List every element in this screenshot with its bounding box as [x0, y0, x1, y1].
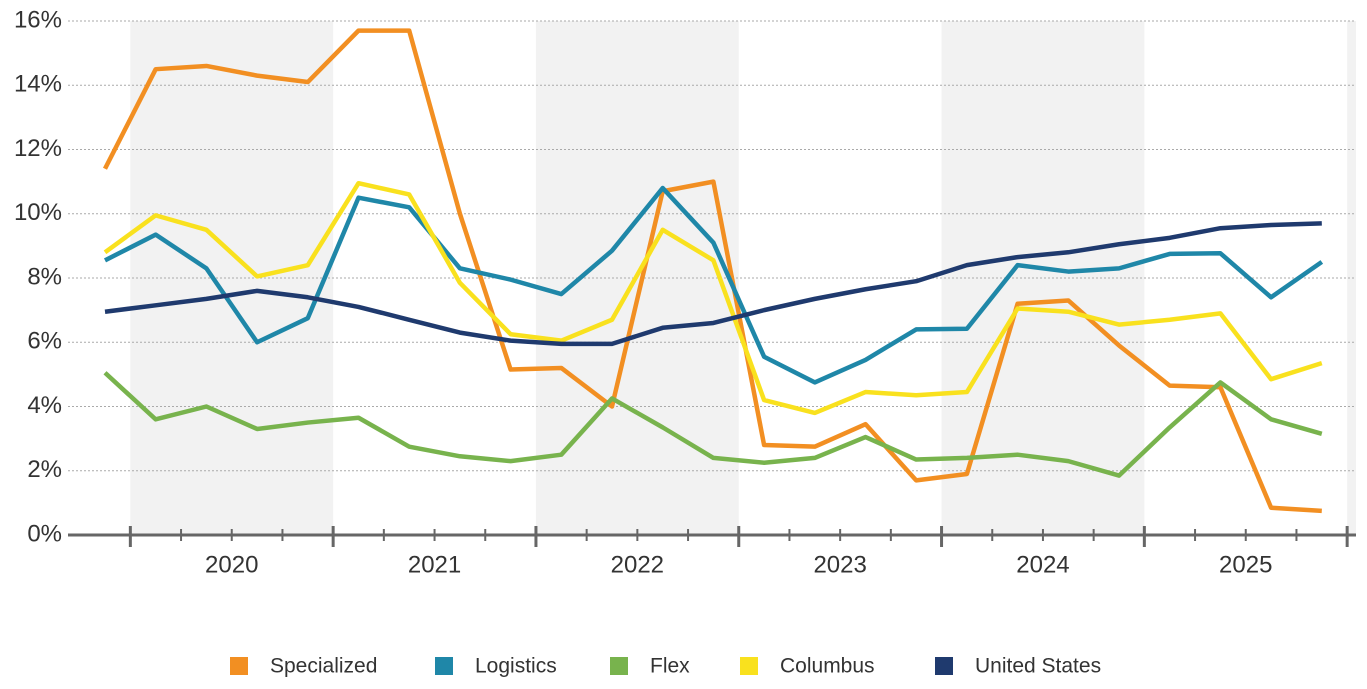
y-tick-label: 8% [27, 263, 62, 290]
x-tick-label: 2023 [813, 551, 866, 578]
series-line [103, 185, 1324, 385]
y-tick-label: 4% [27, 392, 62, 419]
series-line [104, 221, 1322, 347]
series-line [103, 371, 1323, 478]
legend-swatch [935, 657, 953, 675]
legend-label: Flex [650, 655, 690, 678]
x-tick-label: 2024 [1016, 551, 1069, 578]
x-tick-label: 2025 [1219, 551, 1272, 578]
legend-label: Specialized [270, 655, 377, 678]
legend-swatch [610, 657, 628, 675]
y-tick-label: 12% [14, 135, 62, 162]
y-tick-label: 2% [27, 456, 62, 483]
legend-swatch [435, 657, 453, 675]
legend-swatch [230, 657, 248, 675]
series-line [103, 180, 1323, 416]
y-tick-label: 6% [27, 328, 62, 355]
legend-swatch [740, 657, 758, 675]
legend-label: United States [975, 655, 1101, 678]
x-tick-label: 2021 [408, 551, 461, 578]
series-line [102, 28, 1322, 514]
x-tick-label: 2022 [611, 551, 664, 578]
y-tick-label: 10% [14, 199, 62, 226]
legend-label: Logistics [475, 655, 557, 678]
y-tick-label: 16% [14, 6, 62, 33]
y-tick-label: 14% [14, 71, 62, 98]
x-tick-label: 2020 [205, 551, 258, 578]
legend-label: Columbus [780, 655, 875, 678]
year-band [1347, 21, 1356, 535]
y-tick-label: 0% [27, 520, 62, 547]
